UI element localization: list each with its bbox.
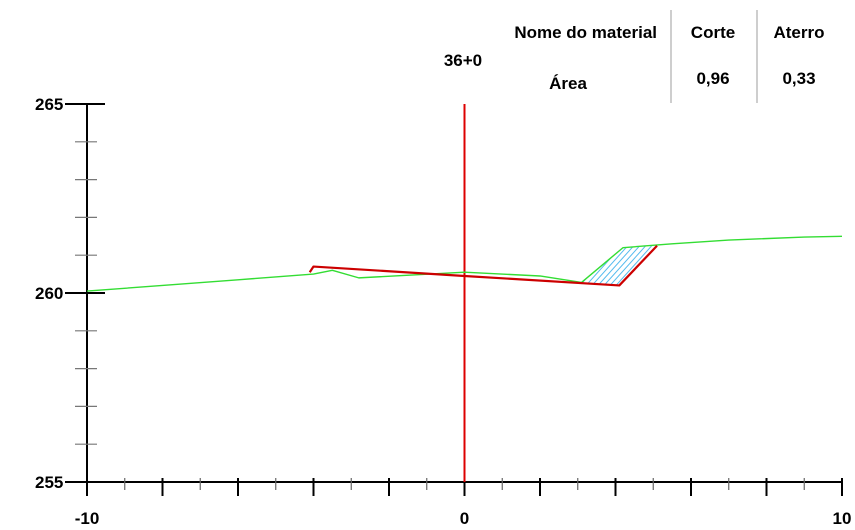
hatch-line [684, 241, 729, 291]
hatch-lines [522, 241, 759, 291]
hatch-line [678, 241, 723, 291]
x-tick-label: -10 [75, 509, 100, 528]
cut-header: Corte [691, 23, 735, 42]
hatch-line [599, 245, 645, 286]
hatch-line [641, 245, 658, 286]
hatch-line [653, 245, 658, 286]
hatch-line [629, 245, 658, 286]
x-tick-label: 0 [460, 509, 469, 528]
cut-hatch-area [522, 241, 759, 291]
hatch-line [666, 241, 711, 291]
hatch-line [587, 245, 633, 286]
y-tick-label: 260 [35, 284, 63, 303]
hatch-line [708, 241, 753, 291]
x-tick-label: 10 [833, 509, 852, 528]
terrain-line [86, 235, 843, 292]
axes: 265 260 255 -10 0 10 [35, 95, 851, 528]
y-tick-label: 255 [35, 473, 63, 492]
hatch-line [660, 241, 705, 291]
fill-area-value: 0,33 [782, 69, 815, 88]
hatch-line [635, 245, 658, 286]
y-tick-label: 265 [35, 95, 63, 114]
hatch-line [702, 241, 747, 291]
hatch-line [672, 241, 717, 291]
material-name-header: Nome do material [514, 23, 657, 42]
hatch-line [593, 245, 639, 286]
cut-area-value: 0,96 [696, 69, 729, 88]
fill-header: Aterro [773, 23, 824, 42]
hatch-line [611, 245, 657, 286]
profile-lines [86, 235, 843, 292]
design-line [308, 244, 658, 287]
hatch-line [605, 245, 651, 286]
hatch-line [690, 241, 735, 291]
hatch-line [714, 241, 759, 291]
area-row-label: Área [549, 74, 587, 93]
hatch-line [522, 241, 567, 291]
hatch-line [696, 241, 741, 291]
hatch-line [623, 245, 658, 286]
station-label: 36+0 [444, 51, 482, 70]
material-table: Nome do material Corte Aterro Área 0,96 … [514, 10, 825, 103]
